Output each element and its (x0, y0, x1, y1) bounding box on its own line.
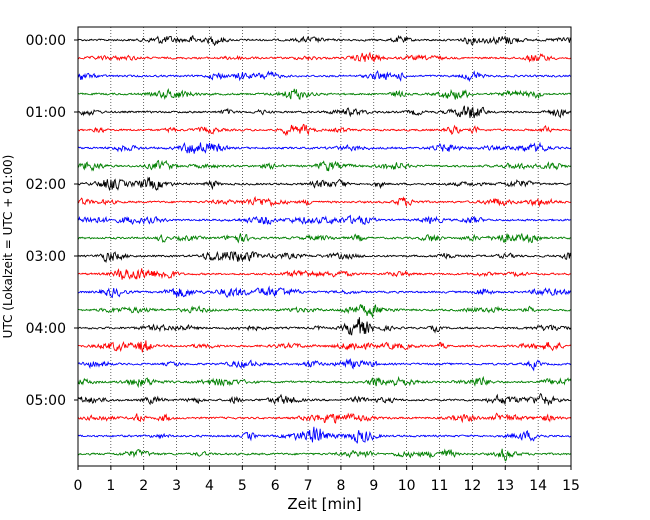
seismic-traces (77, 34, 572, 462)
y-tick-label: 04:00 (26, 321, 66, 337)
seismic-trace (77, 448, 572, 462)
x-tick-label: 13 (496, 478, 514, 494)
y-tick-label: 01:00 (26, 105, 66, 121)
x-tick-label: 2 (139, 478, 148, 494)
seismic-trace (77, 87, 572, 100)
x-axis-label: Zeit [min] (287, 495, 361, 513)
x-tick-label: 10 (398, 478, 416, 494)
seismic-trace (77, 426, 572, 444)
vertical-grid (110, 27, 539, 466)
seismic-trace (77, 392, 572, 406)
x-axis-ticks: 0 1 2 3 4 5 6 7 8 9 10 11 12 13 14 15 (74, 466, 580, 494)
x-tick-label: 7 (304, 478, 313, 494)
seismic-trace (77, 232, 571, 244)
plot-frame (77, 26, 572, 467)
y-tick-label: 00:00 (26, 33, 66, 49)
x-tick-label: 11 (431, 478, 449, 494)
x-tick-label: 14 (529, 478, 547, 494)
seismic-trace (77, 317, 572, 336)
seismic-trace (77, 69, 572, 83)
y-axis-label: UTC (Lokalzeit = UTC + 01:00) (1, 155, 15, 339)
x-tick-label: 9 (369, 478, 378, 494)
x-tick-label: 4 (205, 478, 214, 494)
seismic-trace (77, 358, 572, 372)
x-tick-label: 3 (172, 478, 181, 494)
y-tick-label: 02:00 (26, 177, 66, 193)
seismic-trace (77, 176, 571, 192)
seismic-trace (77, 285, 572, 299)
seismic-trace (77, 340, 572, 353)
x-tick-label: 1 (106, 478, 115, 494)
x-tick-label: 0 (74, 478, 83, 494)
x-tick-label: 5 (238, 478, 247, 494)
seismic-trace (77, 159, 572, 172)
seismic-trace (77, 34, 572, 47)
seismic-trace (77, 268, 571, 280)
seismic-trace (77, 196, 572, 208)
seismic-trace (77, 412, 572, 424)
x-tick-label: 15 (562, 478, 580, 494)
y-axis-ticks: 00:00 01:00 02:00 03:00 04:00 05:00 (26, 33, 78, 409)
seismic-trace (77, 51, 572, 63)
x-tick-label: 8 (336, 478, 345, 494)
seismic-trace (77, 375, 572, 389)
seismic-trace (77, 303, 572, 319)
seismic-trace (77, 105, 572, 119)
seismic-trace (77, 214, 571, 226)
y-tick-label: 03:00 (26, 249, 66, 265)
seismic-trace (77, 141, 572, 154)
x-tick-label: 12 (463, 478, 481, 494)
seismic-trace (77, 123, 572, 137)
x-tick-label: 6 (271, 478, 280, 494)
seismic-trace (77, 250, 572, 264)
y-tick-label: 05:00 (26, 393, 66, 409)
